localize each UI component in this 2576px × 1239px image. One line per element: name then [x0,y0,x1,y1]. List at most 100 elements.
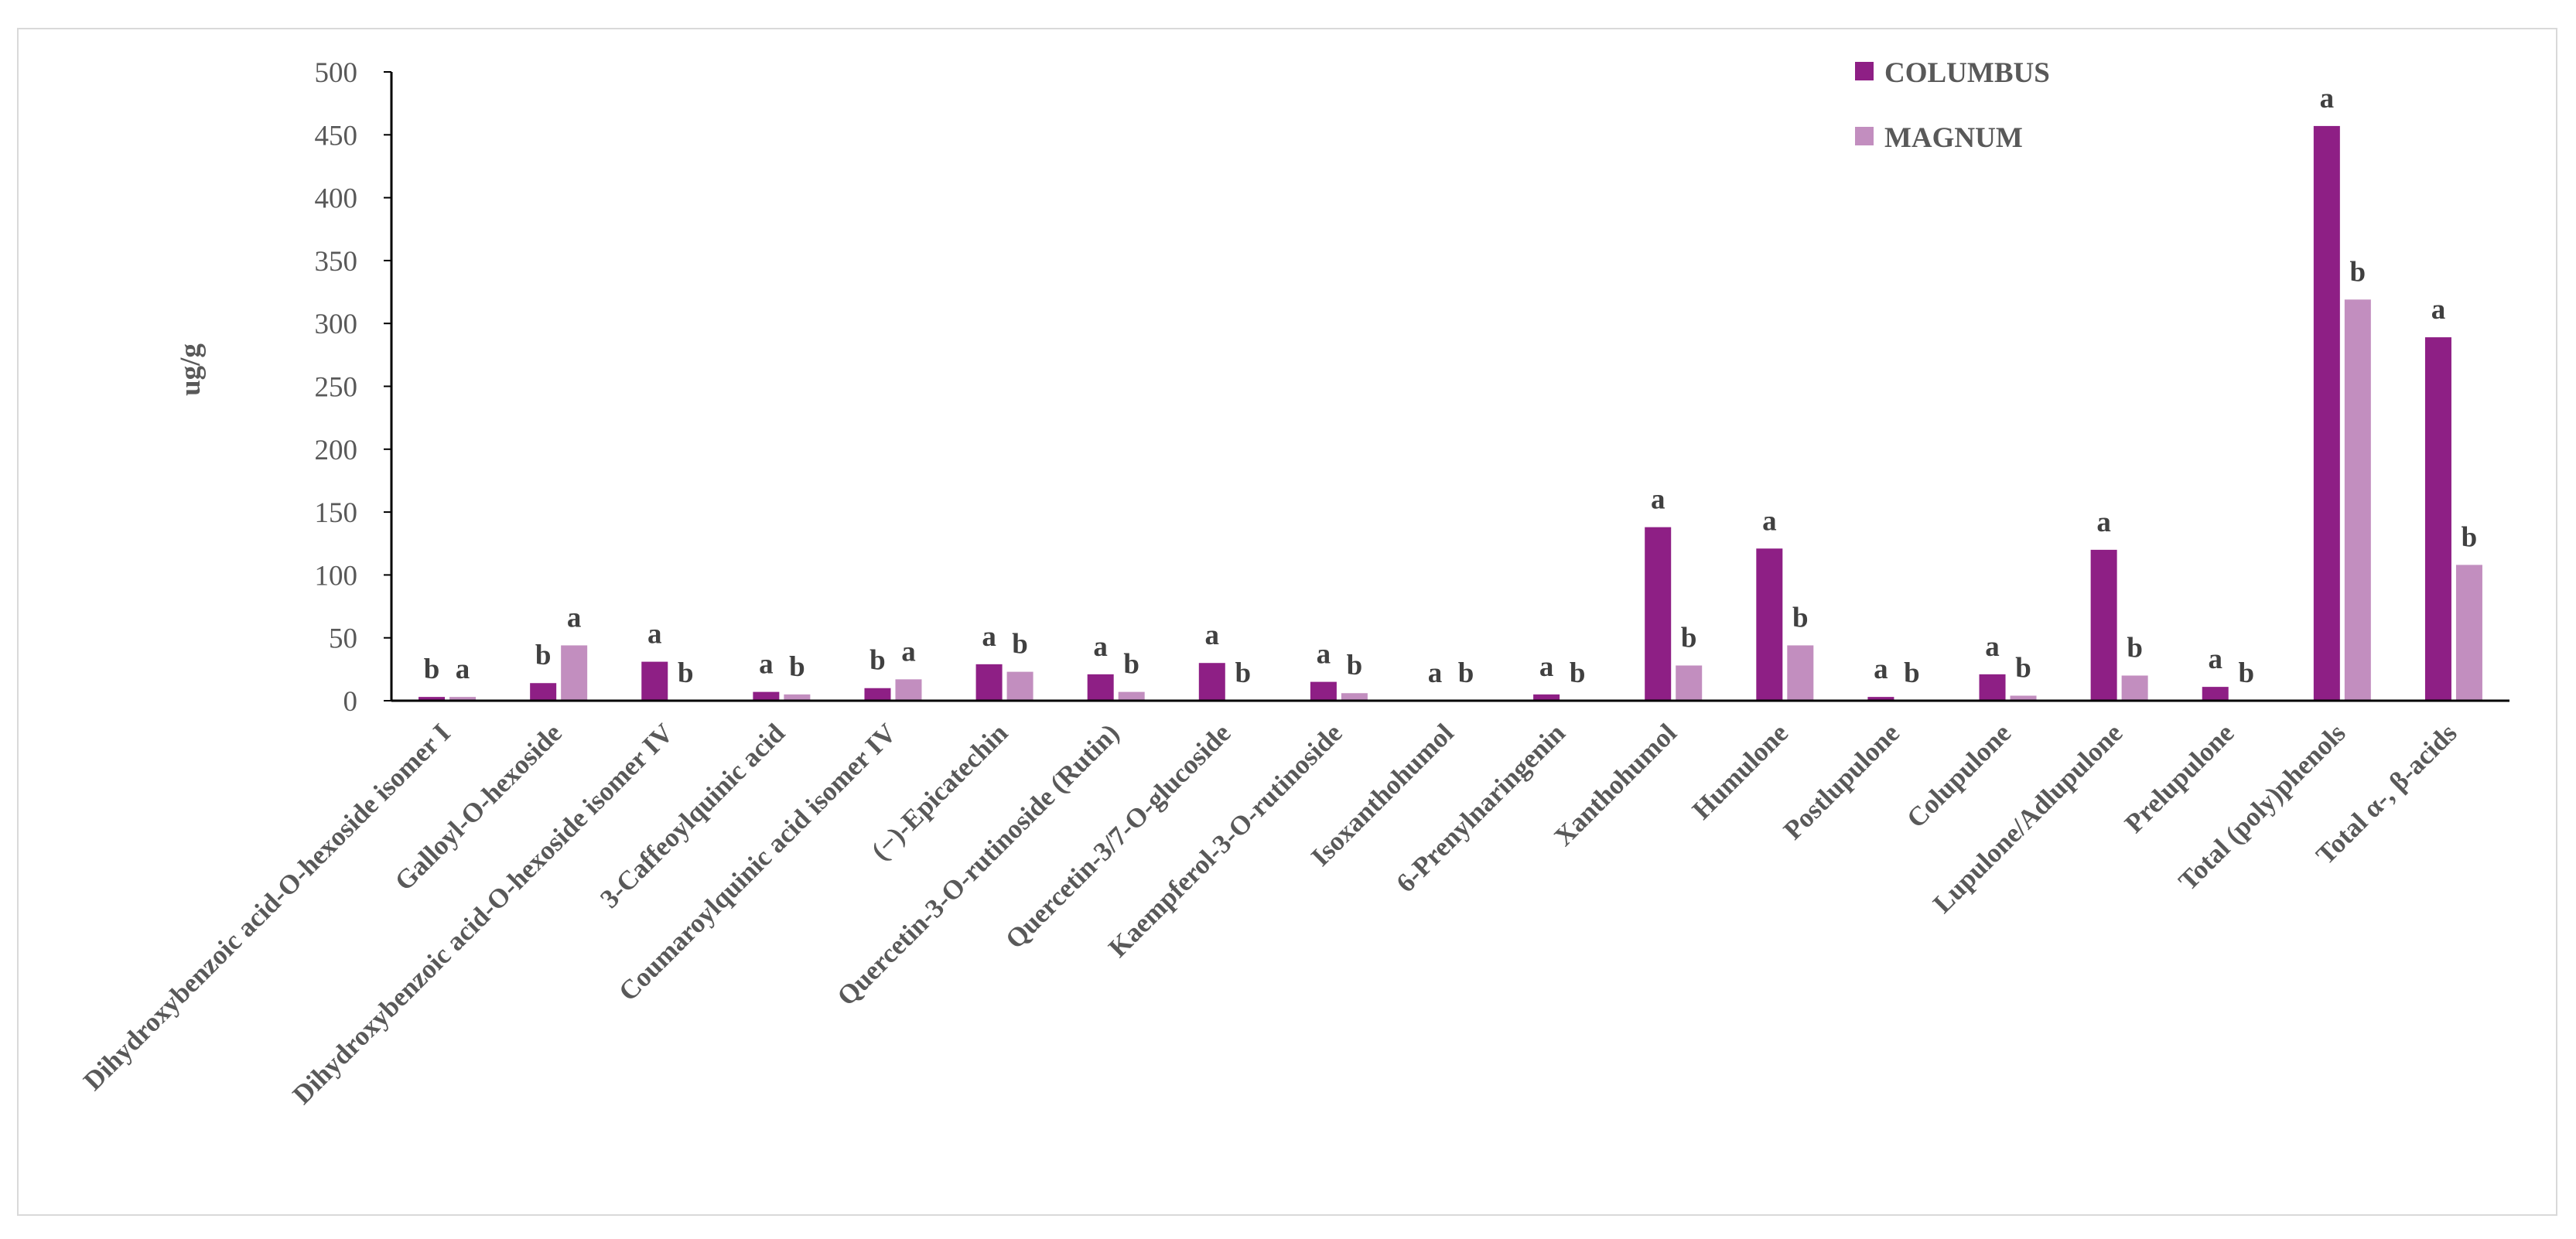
bar-columbus [864,688,891,701]
bar-magnum [561,645,588,701]
significance-label: b [678,657,694,689]
bar-columbus [2202,687,2229,701]
bar-magnum [1787,645,1814,701]
significance-label: b [2462,521,2478,553]
bar-magnum [895,679,922,701]
significance-label: b [1458,657,1474,689]
bar-columbus [1867,697,1894,701]
significance-label: a [1317,639,1331,671]
bar-columbus [530,683,557,701]
bars [419,125,2482,701]
y-tick-label: 450 [315,120,358,152]
legend-label-columbus: COLUMBUS [1884,57,2050,89]
y-tick-label: 50 [329,623,357,655]
y-tick-label: 350 [315,246,358,278]
chart-frame [17,28,2557,1216]
legend-swatch-magnum [1855,127,1874,145]
y-tick-label: 500 [315,57,358,89]
x-category-label: Humulone [1686,718,1794,825]
y-tick-label: 100 [315,560,358,592]
significance-label: b [2350,256,2366,288]
significance-label: a [2208,643,2222,675]
significance-label: a [1651,484,1666,516]
legend: COLUMBUS MAGNUM [1855,57,2050,154]
x-category-label: Quercetin-3/7-O-glucoside [999,718,1236,954]
significance-label: b [2015,652,2031,684]
significance-label: b [869,645,886,677]
significance-label: a [2096,507,2111,538]
significance-label: b [1792,602,1809,633]
significance-label: a [1874,654,1888,685]
bar-columbus [1198,663,1225,701]
bar-columbus [2313,125,2340,701]
significance-label: a [456,654,470,685]
significance-label: a [901,636,916,667]
significance-label: a [647,619,662,650]
significance-label: a [1428,657,1443,689]
bar-columbus [2090,549,2117,701]
y-tick-label: 200 [315,435,358,466]
bar-magnum [2344,299,2371,701]
bar-columbus [1533,694,1560,701]
significance-label: b [535,640,552,671]
y-tick-label: 150 [315,497,358,529]
significance-label: b [789,651,805,683]
bar-magnum [1341,693,1368,701]
y-tick-label: 400 [315,183,358,215]
significance-label: b [1123,649,1139,681]
bar-columbus [2424,337,2451,701]
significance-label: b [1235,657,1252,689]
significance-label: a [1985,631,2000,663]
significance-label: b [1904,657,1920,689]
significance-label: a [1205,620,1220,651]
x-category-label: Lupulone/Adlupulone [1927,718,2128,919]
x-category-label: Kaempferol-3-O-rutinoside [1102,718,1348,963]
significance-label: a [2431,294,2446,326]
bar-columbus [1979,674,2006,701]
bar-columbus [1756,548,1783,701]
significance-label: a [759,649,774,681]
bar-columbus [753,691,780,701]
significance-label: a [567,602,582,633]
bar-magnum [1006,671,1033,701]
significance-label: b [2238,657,2254,689]
significance-label: a [1093,631,1108,663]
bar-columbus [1645,527,1672,701]
y-axis-title: ug/g [175,343,207,396]
bar-columbus [975,664,1003,701]
bar-columbus [1087,674,1114,701]
x-category-label: Dihydroxybenzoic acid-O-hexoside isomer … [287,718,679,1110]
bar-columbus [419,697,446,701]
y-tick-label: 300 [315,309,358,340]
y-tick-label: 0 [343,686,358,718]
significance-label: a [2320,83,2335,114]
bar-magnum [2455,565,2482,701]
bar-magnum [784,694,811,701]
bar-columbus [1310,681,1337,701]
significance-label: b [1681,622,1697,654]
bar-magnum [1676,665,1703,701]
significance-label: b [2127,632,2143,664]
x-category-label: Prelupulone [2119,718,2239,838]
significance-label: b [1570,657,1586,689]
bar-magnum [2010,695,2037,701]
x-axis-labels: Dihydroxybenzoic acid-O-hexoside isomer … [77,718,2462,1111]
bar-magnum [1118,691,1145,701]
x-category-label: Dihydroxybenzoic acid-O-hexoside isomer … [77,718,456,1096]
significance-label: a [1762,505,1777,537]
significance-label: b [1347,650,1363,681]
significance-label: a [1539,651,1554,683]
bar-magnum [2121,675,2148,701]
y-axis-ticks: 0 50 100 150 200 250 300 350 400 450 500 [315,57,391,718]
significance-label: a [982,621,996,653]
significance-label: b [1012,629,1028,660]
x-category-label: 3-Caffeoylquinic acid [594,718,791,914]
y-tick-label: 250 [315,372,358,404]
bar-columbus [641,661,668,701]
significance-label: b [424,654,440,685]
x-category-label: Colupulone [1901,718,2017,834]
bar-magnum [449,697,477,701]
x-category-label: Postlupulone [1778,718,1905,845]
